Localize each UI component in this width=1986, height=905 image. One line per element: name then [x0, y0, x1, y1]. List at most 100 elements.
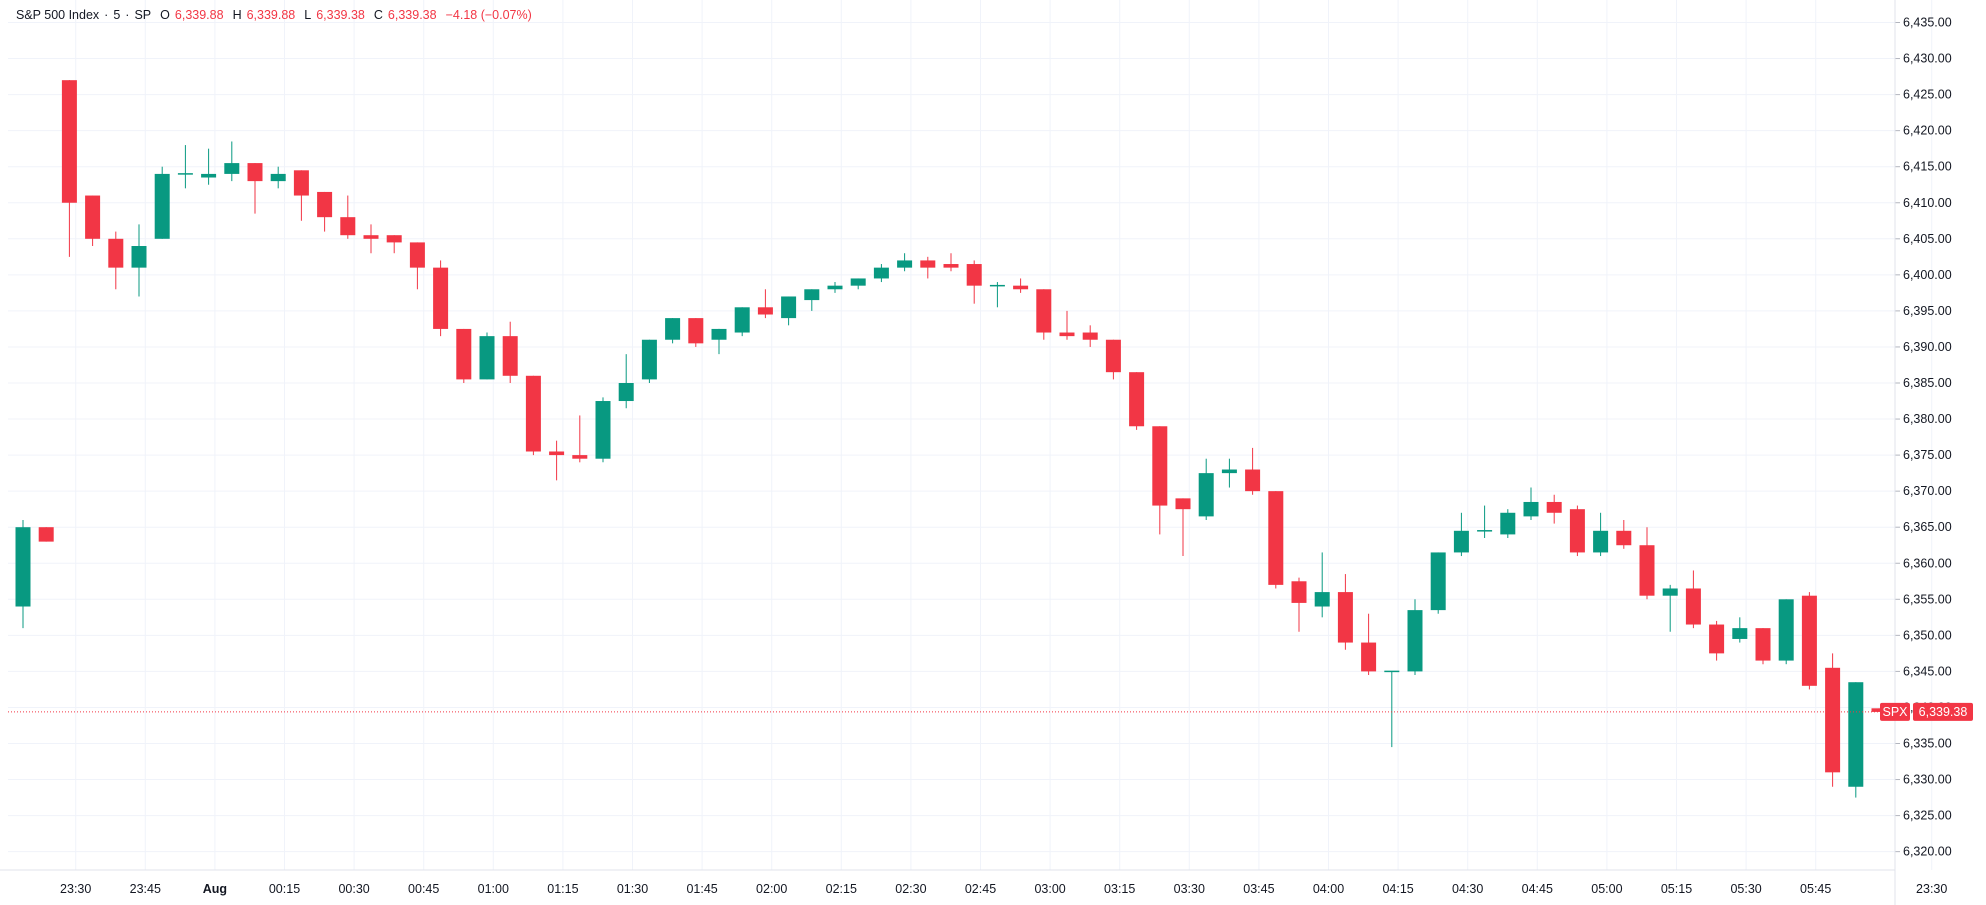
candle-up [595, 397, 611, 463]
x-tick-label: 00:45 [408, 882, 439, 896]
candle-body [1871, 708, 1887, 712]
candle-up [479, 332, 495, 380]
candle-body [15, 527, 31, 607]
candle-up [177, 145, 193, 189]
candle-body [734, 307, 750, 333]
x-tick-label: 01:15 [547, 882, 578, 896]
y-tick-label: 6,360.00 [1903, 556, 1952, 570]
candle-up [734, 307, 750, 337]
candle-down [38, 527, 54, 542]
candle-down [409, 242, 425, 290]
candle-body [1546, 501, 1562, 513]
candle-body [1755, 628, 1771, 661]
candle-body [549, 451, 565, 456]
last-price-value: 6,339.38 [1919, 705, 1968, 719]
x-tick-label: 03:15 [1104, 882, 1135, 896]
candle-body [1361, 642, 1377, 672]
candle-body [317, 191, 333, 218]
x-tick-label: 00:30 [338, 882, 369, 896]
candle-body [1523, 501, 1539, 517]
candle-down [1013, 278, 1029, 293]
candle-body [479, 336, 495, 380]
candle-body [827, 285, 843, 290]
candle-down [1569, 505, 1585, 557]
candle-body [1407, 610, 1423, 672]
candle-body [131, 246, 147, 268]
candle-down [1755, 628, 1771, 665]
ticker-tag [1880, 702, 1910, 721]
x-tick-label: 23:45 [130, 882, 161, 896]
candle-up [131, 224, 147, 297]
candle-up [618, 354, 634, 409]
candle-up [873, 264, 889, 283]
candle-body [1198, 473, 1214, 517]
y-tick-label: 6,410.00 [1903, 196, 1952, 210]
low-label: L [304, 8, 312, 22]
x-tick-label: 04:30 [1452, 882, 1483, 896]
x-tick-label: 02:30 [895, 882, 926, 896]
candle-down [1105, 339, 1121, 380]
y-tick-label: 6,370.00 [1903, 484, 1952, 498]
time-axis: 23:30 23:45 Aug 00:15 00:30 00:45 01:00 01:15 01… [0, 869, 1947, 896]
candle-down [572, 415, 588, 463]
candle-body [224, 163, 240, 174]
candle-body [1569, 509, 1585, 553]
candle-down [1152, 426, 1168, 535]
candle-body [1013, 285, 1029, 290]
y-tick-label: 6,435.00 [1903, 16, 1952, 30]
candle-up [1732, 617, 1748, 643]
candle-down [61, 80, 77, 257]
candle-down [1175, 498, 1191, 557]
candle-up [154, 166, 170, 239]
grid [8, 0, 1933, 870]
candle-body [1105, 339, 1121, 373]
candle-body [247, 163, 263, 182]
candle-up [1314, 552, 1330, 618]
y-tick-label: 6,385.00 [1903, 376, 1952, 390]
y-tick-label: 6,390.00 [1903, 340, 1952, 354]
x-tick-label: 02:15 [826, 882, 857, 896]
candle-down [1245, 447, 1261, 495]
candle-down [502, 321, 518, 383]
y-tick-label: 6,405.00 [1903, 232, 1952, 246]
candle-down [433, 260, 449, 337]
candle-up [641, 339, 657, 383]
candle-down [943, 253, 959, 272]
x-tick-label: 01:00 [478, 882, 509, 896]
candle-down [386, 235, 402, 254]
chart-legend: S&P 500 Index · 5 · SP O 6,339.88 H 6,339.… [16, 8, 532, 22]
candle-body [1430, 552, 1446, 611]
x-tick-label: 00:15 [269, 882, 300, 896]
candle-up [1500, 509, 1516, 539]
candle-up [224, 141, 240, 182]
candle-body [595, 401, 611, 459]
candle-body [897, 260, 913, 268]
ticker-tag-label: SPX [1882, 705, 1908, 719]
candle-down [108, 231, 124, 290]
candle-up [781, 296, 797, 326]
candle-body [943, 264, 959, 268]
x-tick-label: 03:30 [1174, 882, 1205, 896]
y-tick-label: 6,400.00 [1903, 268, 1952, 282]
candle-body [363, 235, 379, 239]
high-label: H [232, 8, 242, 22]
candle-body [61, 80, 77, 203]
x-tick-label: 05:15 [1661, 882, 1692, 896]
candle-up [711, 328, 727, 355]
candle-down [1129, 372, 1145, 430]
candle-body [38, 527, 54, 542]
candle-body [873, 267, 889, 279]
candle-body [1825, 667, 1841, 773]
candle-body [108, 238, 124, 268]
candle-body [781, 296, 797, 319]
candle-body [386, 235, 402, 243]
candle-up [1778, 599, 1794, 665]
exchange-label: SP [134, 8, 152, 22]
candle-body [502, 336, 518, 376]
candle-body [1175, 498, 1191, 510]
x-tick-label: 05:45 [1800, 882, 1831, 896]
y-tick-label: 6,375.00 [1903, 448, 1952, 462]
candle-body [456, 328, 472, 380]
